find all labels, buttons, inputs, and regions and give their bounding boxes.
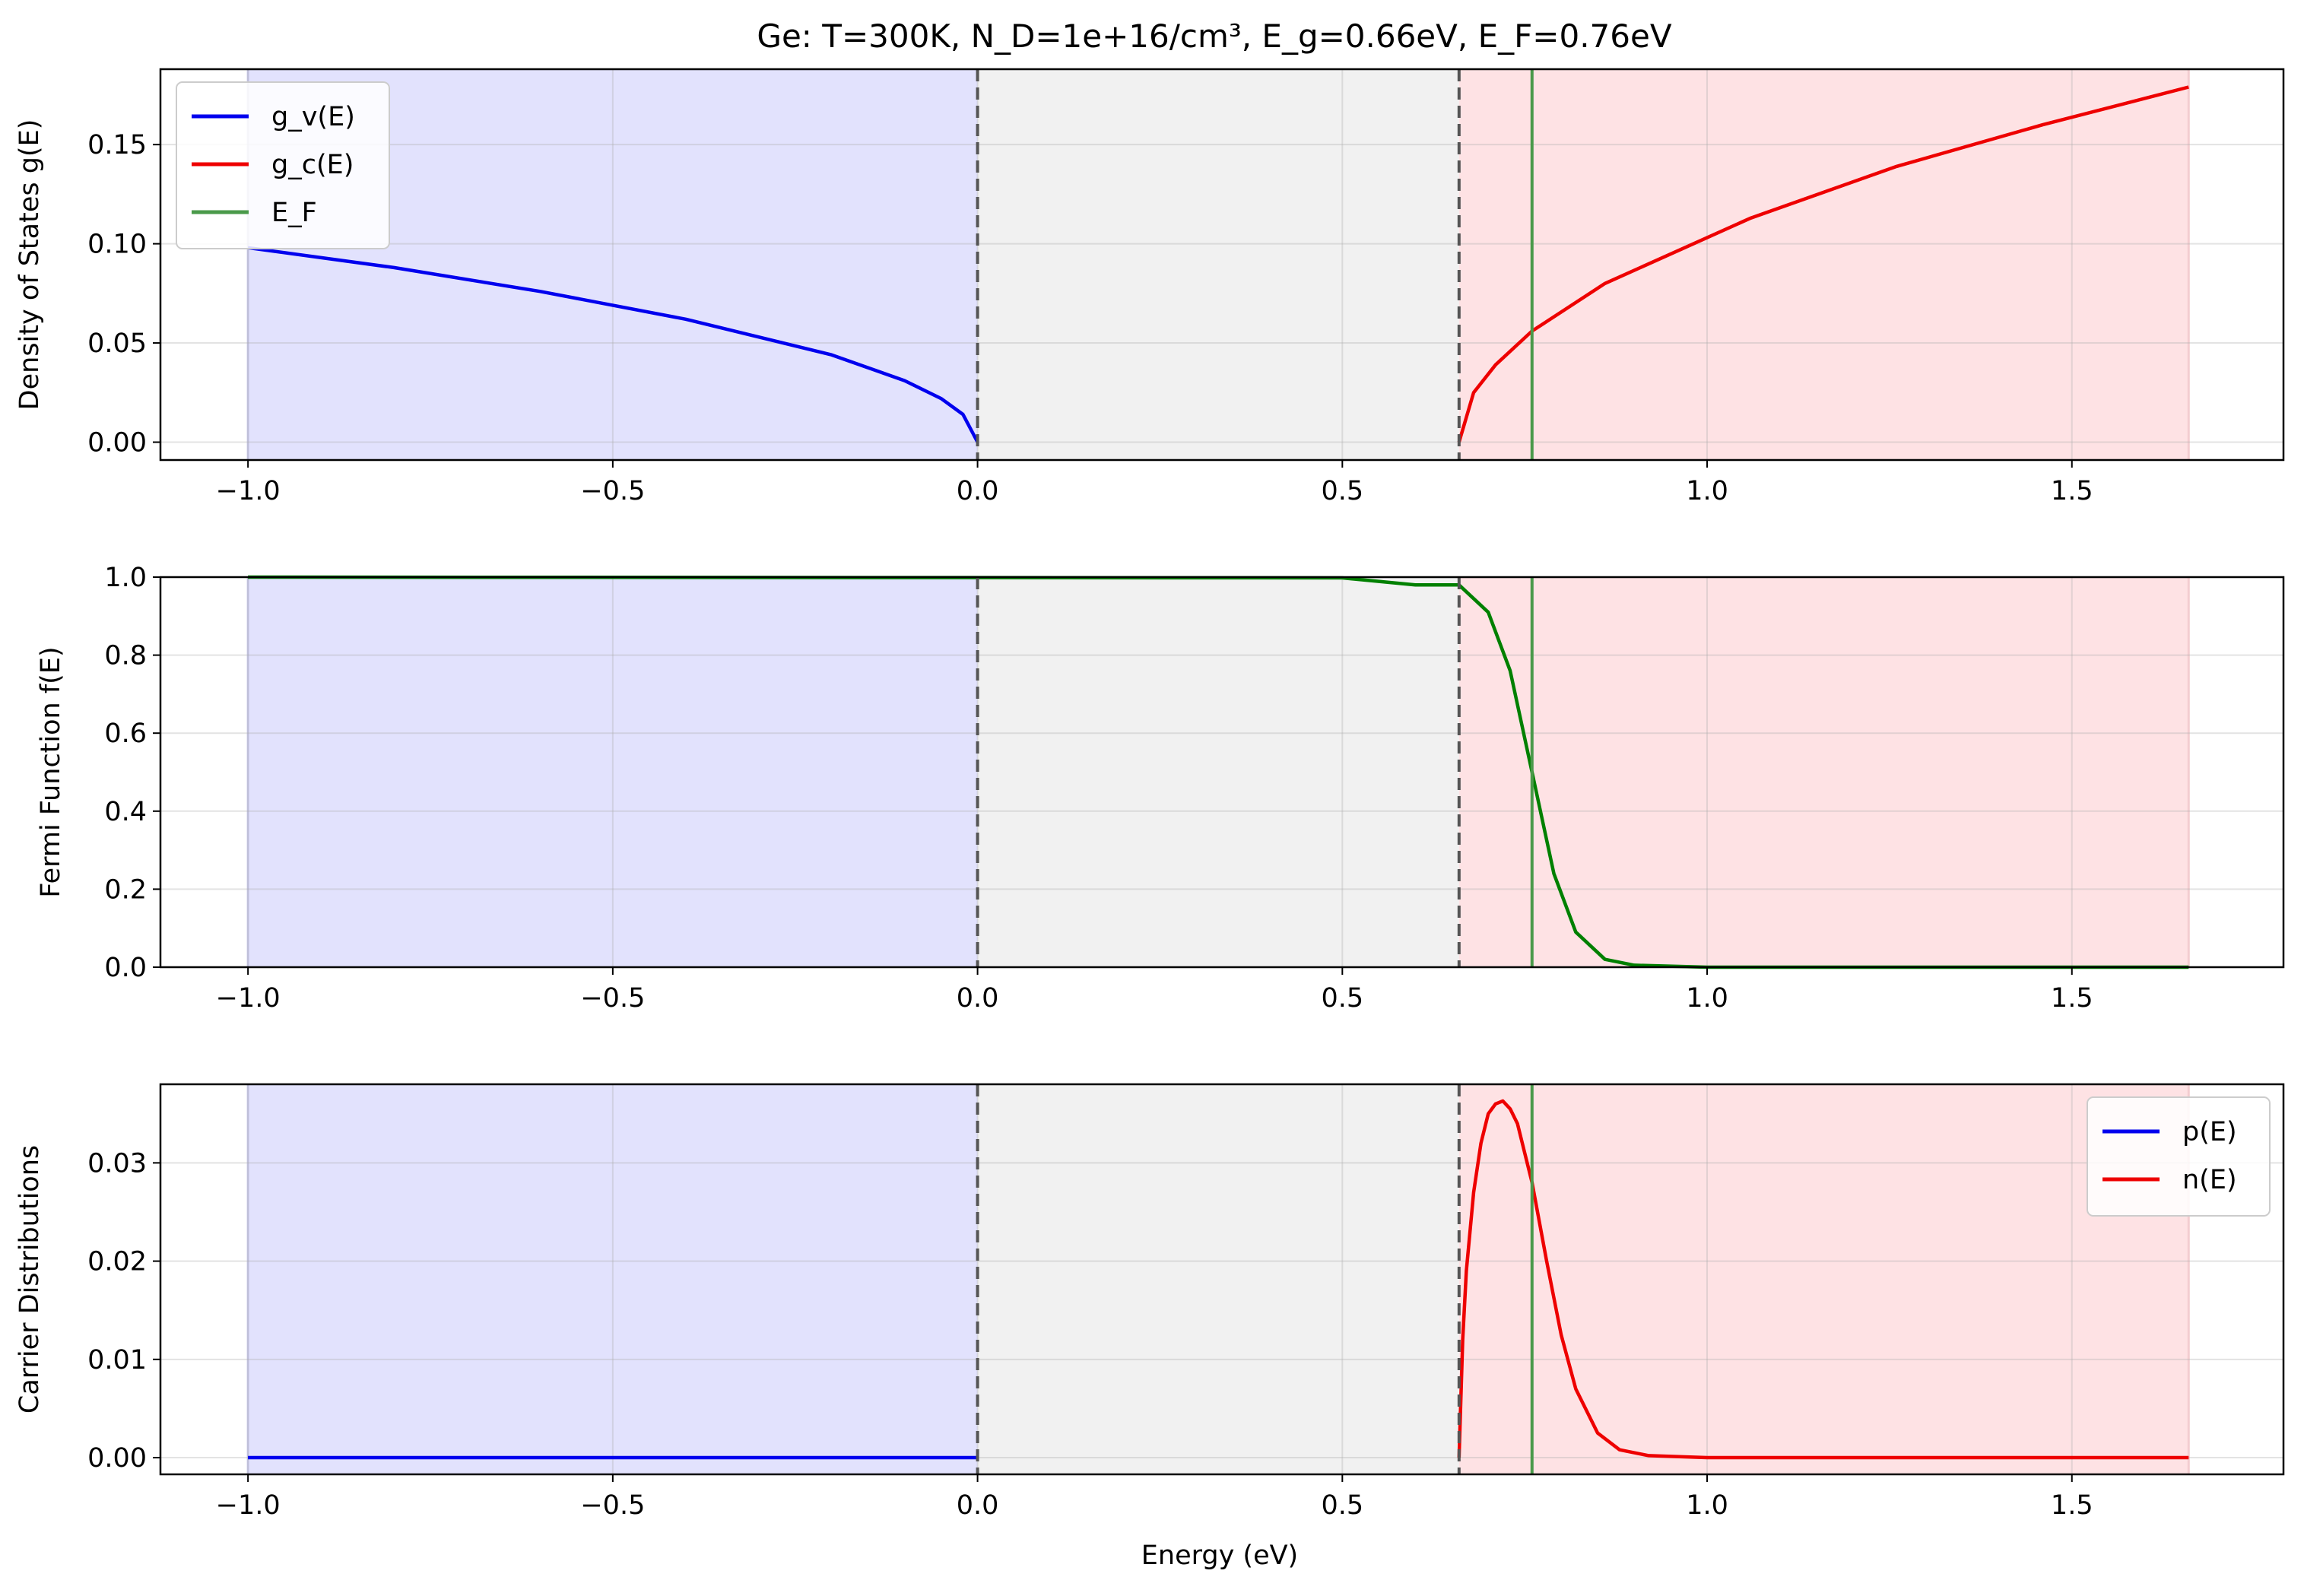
- series-line-n-e: [1457, 1099, 2189, 1460]
- band-gap-region: [977, 577, 1459, 967]
- x-tick-label: 1.0: [1686, 1490, 1728, 1521]
- legend-bottom: p(E) n(E): [2087, 1096, 2271, 1217]
- series-line-g-v-e: [247, 246, 979, 443]
- legend-label: E_F: [271, 198, 317, 228]
- y-tick-label: 0.8: [104, 641, 147, 671]
- x-tick-label: 1.5: [2051, 983, 2093, 1014]
- conduction-band-region: [1458, 1084, 2189, 1474]
- y-axis-label: Density of States g(E): [14, 119, 45, 411]
- y-tick-label: 0.03: [87, 1148, 147, 1179]
- x-tick-label: 0.5: [1321, 1490, 1363, 1521]
- x-tick-label: 1.5: [2051, 1490, 2093, 1521]
- x-tick-label: −1.0: [216, 1490, 281, 1521]
- y-tick-label: 0.4: [104, 797, 147, 827]
- y-tick-label: 0.10: [87, 230, 147, 260]
- x-tick-label: 0.0: [957, 476, 999, 506]
- y-tick-label: 0.6: [104, 719, 147, 749]
- legend-label: n(E): [2182, 1165, 2237, 1195]
- x-tick-label: 0.0: [957, 1490, 999, 1521]
- y-tick-label: 0.05: [87, 328, 147, 359]
- y-axis-label: Fermi Function f(E): [36, 646, 66, 897]
- series-line-g-c-e: [1457, 85, 2189, 443]
- x-tick-label: 0.5: [1321, 983, 1363, 1014]
- panel-density-of-states: −1.0 −0.5 0.0 0.5 1.0 1.5 0.00 0.05 0.10 0.15 Dens…: [14, 68, 2285, 506]
- x-tick-label: −1.0: [216, 476, 281, 506]
- y-tick-label: 0.00: [87, 1443, 147, 1474]
- y-tick-label: 0.00: [87, 428, 147, 458]
- x-tick-label: −0.5: [580, 1490, 645, 1521]
- legend-label: g_c(E): [271, 150, 354, 180]
- panel-carrier-distributions: −1.0 −0.5 0.0 0.5 1.0 1.5 0.00 0.01 0.02 0.03 Carr…: [14, 1083, 2285, 1521]
- legend-label: g_v(E): [271, 102, 355, 132]
- legend-box: [2087, 1096, 2271, 1217]
- legend-label: p(E): [2182, 1117, 2237, 1147]
- x-tick-label: 0.0: [957, 983, 999, 1014]
- y-tick-label: 0.0: [104, 953, 147, 983]
- y-tick-label: 0.15: [87, 130, 147, 160]
- x-tick-label: 1.5: [2051, 476, 2093, 506]
- x-tick-label: −0.5: [580, 476, 645, 506]
- legend-box: [176, 81, 390, 249]
- band-gap-region: [977, 69, 1459, 460]
- y-tick-label: 0.02: [87, 1247, 147, 1277]
- band-gap-region: [977, 1084, 1459, 1474]
- y-tick-label: 0.01: [87, 1345, 147, 1375]
- y-tick-label: 0.2: [104, 874, 147, 905]
- y-axis-label: Carrier Distributions: [14, 1145, 45, 1414]
- conduction-band-region: [1458, 577, 2189, 967]
- axes-frame: [159, 68, 2285, 462]
- x-tick-label: 1.0: [1686, 476, 1728, 506]
- x-tick-label: 0.5: [1321, 476, 1363, 506]
- x-tick-label: −1.0: [216, 983, 281, 1014]
- chart-title: Ge: T=300K, N_D=1e+16/cm³, E_g=0.66eV, E…: [757, 17, 1671, 55]
- axes-frame: [159, 1083, 2285, 1476]
- valence-band-region: [248, 577, 978, 967]
- panel-fermi-function: −1.0 −0.5 0.0 0.5 1.0 1.5 0.0 0.2 0.4 0.6 0.8 1.0 Fe…: [36, 563, 2285, 1014]
- x-tick-label: −0.5: [580, 983, 645, 1014]
- x-axis-label: Energy (eV): [1141, 1540, 1298, 1571]
- y-tick-label: 1.0: [104, 563, 147, 593]
- conduction-band-region: [1458, 69, 2189, 460]
- legend-top: g_v(E) g_c(E) E_F: [176, 81, 390, 249]
- valence-band-region: [248, 1084, 978, 1474]
- axes-frame: [159, 576, 2285, 969]
- x-tick-label: 1.0: [1686, 983, 1728, 1014]
